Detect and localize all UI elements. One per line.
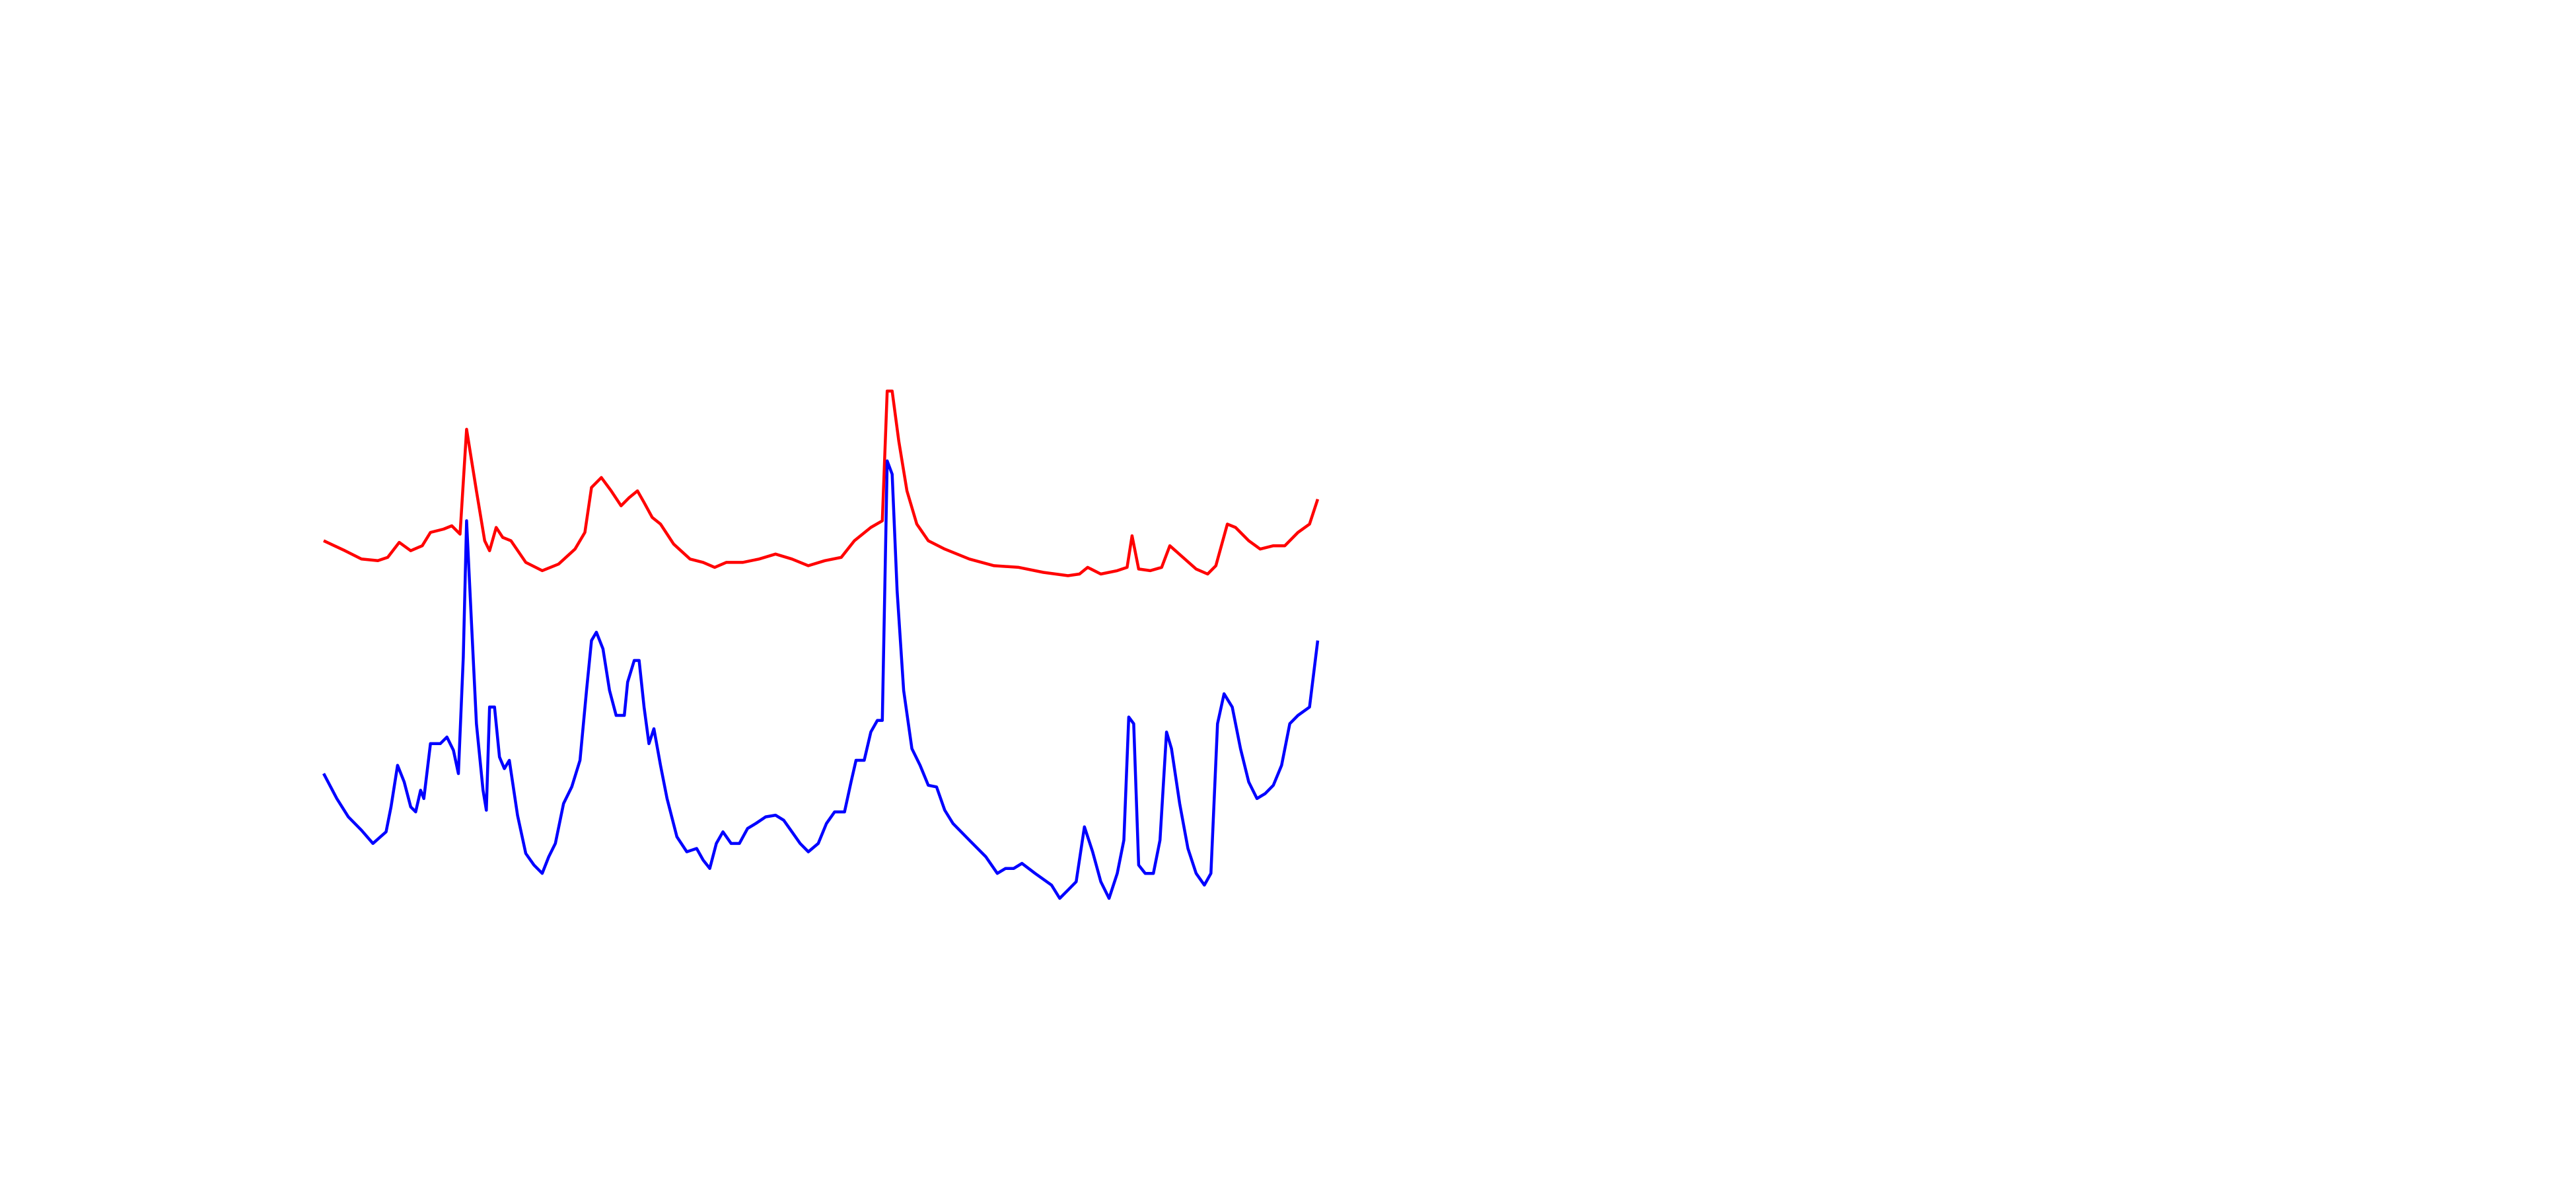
- data-line: [322, 459, 1320, 900]
- data-line: [323, 389, 1320, 577]
